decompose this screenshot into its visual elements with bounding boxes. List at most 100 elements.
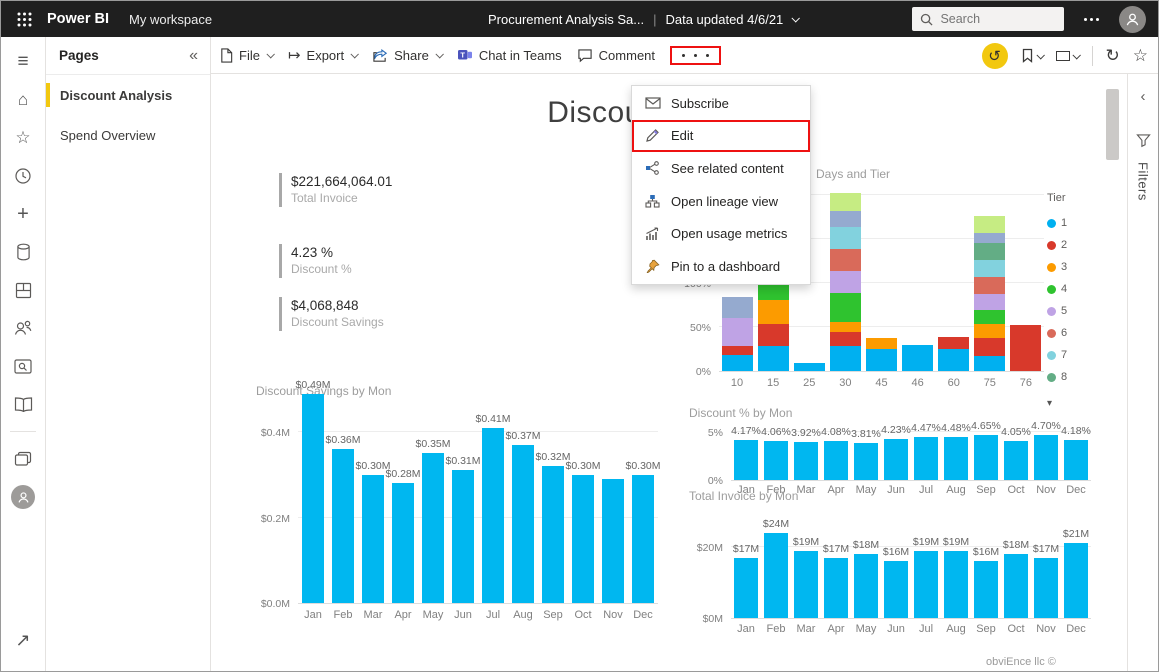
bar-segment-tier-3[interactable]	[757, 299, 789, 325]
refresh-button[interactable]: ↻	[1105, 45, 1120, 65]
vertical-scrollbar-thumb[interactable]	[1106, 89, 1119, 160]
export-menu-button[interactable]: ↦ Export	[288, 46, 360, 64]
waffle-menu-icon[interactable]	[1, 12, 47, 27]
bar-Sep[interactable]	[542, 466, 564, 603]
bar-segment-tier-1[interactable]	[829, 346, 861, 371]
bar-segment-tier-2[interactable]	[938, 336, 970, 349]
bar-Dec[interactable]	[1064, 439, 1088, 480]
bar-Feb[interactable]	[332, 449, 354, 603]
view-button[interactable]	[1055, 50, 1081, 61]
bookmarks-button[interactable]	[1021, 48, 1045, 63]
bar-Jul[interactable]	[914, 437, 938, 480]
legend-item-tier-1[interactable]: 1	[1047, 212, 1091, 234]
stacked-bar[interactable]	[829, 193, 861, 371]
bar-Mar[interactable]	[794, 550, 818, 618]
workspaces-icon[interactable]	[9, 444, 37, 474]
account-avatar[interactable]	[1119, 5, 1146, 33]
reset-to-default-button[interactable]: ↺	[981, 42, 1008, 69]
bar-segment-tier-2[interactable]	[757, 324, 789, 347]
bar-Apr[interactable]	[392, 483, 414, 603]
bar-Dec[interactable]	[1064, 543, 1088, 618]
search-input[interactable]	[940, 12, 1041, 26]
bar-segment-tier-4[interactable]	[829, 292, 861, 322]
learn-icon[interactable]	[9, 389, 37, 419]
workspace-name[interactable]: My workspace	[129, 11, 213, 27]
bar-Dec[interactable]	[632, 474, 654, 603]
bar-segment-tier-1[interactable]	[902, 344, 934, 371]
legend-item-tier-2[interactable]: 2	[1047, 234, 1091, 256]
bar-Aug[interactable]	[512, 444, 534, 603]
favorites-icon[interactable]: ☆	[15, 128, 31, 147]
bar-segment-tier-1[interactable]	[865, 349, 897, 371]
menu-item-subscribe[interactable]: Subscribe	[632, 87, 810, 120]
collapse-pane-icon[interactable]: «	[189, 46, 198, 64]
bar-segment-tier-2[interactable]	[974, 338, 1006, 357]
bar-Jun[interactable]	[884, 439, 908, 480]
legend-item-tier-5[interactable]: 5	[1047, 300, 1091, 322]
create-icon[interactable]: +	[17, 202, 29, 225]
home-icon[interactable]: ⌂	[17, 90, 29, 109]
legend-item-tier-8[interactable]: 8	[1047, 366, 1091, 388]
more-report-options-button[interactable]	[670, 45, 721, 65]
bar-segment-tier-2[interactable]	[1010, 325, 1042, 371]
bar-segment-tier-3[interactable]	[974, 323, 1006, 339]
legend-item-tier-6[interactable]: 6	[1047, 322, 1091, 344]
bar-segment-tier-1[interactable]	[974, 356, 1006, 371]
bar-segment-tier-1[interactable]	[793, 363, 825, 371]
stacked-bar[interactable]	[974, 216, 1006, 371]
bar-Aug[interactable]	[944, 437, 968, 480]
bar-segment-tier-5[interactable]	[721, 318, 753, 347]
bar-segment-tier-10[interactable]	[829, 193, 861, 211]
menu-item-open-usage-metrics[interactable]: Open usage metrics	[632, 217, 810, 250]
bar-segment-tier-2[interactable]	[829, 332, 861, 347]
recent-icon[interactable]	[9, 161, 37, 191]
bar-Jan[interactable]	[734, 557, 758, 618]
bar-segment-tier-1[interactable]	[938, 349, 970, 371]
comment-button[interactable]: Comment	[577, 48, 655, 63]
bar-May[interactable]	[854, 443, 878, 480]
chevron-down-icon[interactable]	[791, 14, 801, 23]
legend-item-tier-4[interactable]: 4	[1047, 278, 1091, 300]
bar-segment-tier-5[interactable]	[974, 293, 1006, 311]
share-menu-button[interactable]: Share	[372, 48, 444, 63]
stacked-bar[interactable]	[793, 363, 825, 371]
datasets-icon[interactable]	[9, 237, 37, 267]
bar-segment-tier-8[interactable]	[974, 242, 1006, 261]
favorite-report-button[interactable]: ☆	[1132, 45, 1148, 65]
file-menu-button[interactable]: File	[220, 48, 275, 63]
bar-segment-tier-9[interactable]	[974, 232, 1006, 243]
my-workspace-avatar[interactable]	[9, 482, 37, 512]
stacked-bar[interactable]	[721, 297, 753, 371]
filters-pane-label[interactable]: Filters	[1135, 162, 1151, 201]
bar-Mar[interactable]	[794, 442, 818, 480]
bar-segment-tier-2[interactable]	[721, 346, 753, 356]
bar-segment-tier-5[interactable]	[829, 270, 861, 293]
stacked-bar[interactable]	[1010, 325, 1042, 371]
bar-Feb[interactable]	[764, 441, 788, 480]
bar-segment-tier-10[interactable]	[974, 216, 1006, 233]
stacked-bar[interactable]	[865, 337, 897, 371]
stacked-bar[interactable]	[938, 336, 970, 371]
more-options-icon[interactable]	[1082, 17, 1101, 21]
bar-segment-tier-9[interactable]	[829, 210, 861, 227]
bar-Sep[interactable]	[974, 435, 998, 480]
bar-segment-tier-6[interactable]	[974, 276, 1006, 294]
bar-segment-tier-4[interactable]	[974, 310, 1006, 324]
shared-with-me-icon[interactable]	[9, 313, 37, 343]
bar-Apr[interactable]	[824, 440, 848, 480]
bar-Oct[interactable]	[1004, 554, 1028, 618]
bar-segment-tier-6[interactable]	[829, 248, 861, 271]
page-item-discount-analysis[interactable]: Discount Analysis	[46, 75, 210, 115]
bar-Nov[interactable]	[1034, 557, 1058, 618]
menu-item-edit[interactable]: Edit	[632, 119, 810, 153]
bar-Mar[interactable]	[362, 474, 384, 603]
explore-icon[interactable]	[9, 351, 37, 381]
search-box[interactable]	[912, 7, 1065, 31]
filter-funnel-icon[interactable]	[1135, 133, 1151, 148]
bar-Apr[interactable]	[824, 557, 848, 618]
app-brand[interactable]: Power BI	[47, 11, 110, 27]
menu-item-see-related-content[interactable]: See related content	[632, 152, 810, 185]
bar-Feb[interactable]	[764, 532, 788, 618]
expand-filters-icon[interactable]: ‹	[1140, 88, 1146, 105]
menu-item-pin-to-dashboard[interactable]: Pin to a dashboard	[632, 250, 810, 283]
